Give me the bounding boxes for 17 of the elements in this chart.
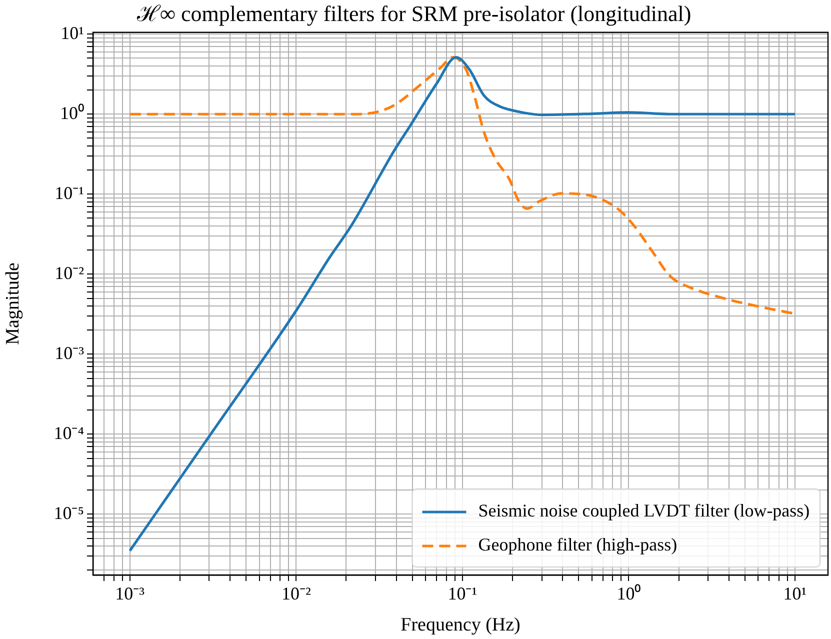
chart-title: ℋ∞ complementary filters for SRM pre-isolator (longitudinal) [136, 0, 692, 26]
y-tick-label: 10⁻⁴ [54, 422, 84, 443]
y-axis-title: Magnitude [2, 262, 24, 345]
x-tick-label: 10⁰ [616, 584, 641, 604]
y-tick-label: 10¹ [60, 22, 84, 43]
x-tick-label: 10⁻³ [115, 584, 146, 604]
y-tick-label: 10⁻² [54, 262, 84, 283]
legend-label: Seismic noise coupled LVDT filter (low-pass) [478, 500, 810, 521]
y-tick-label: 10⁻¹ [54, 182, 84, 203]
x-axis-title: Frequency (Hz) [400, 614, 520, 636]
legend-label: Geophone filter (high-pass) [478, 534, 678, 555]
x-tick-label: 10⁻² [281, 584, 311, 604]
y-tick-label: 10⁻⁵ [54, 502, 84, 523]
y-tick-label: 10⁰ [60, 102, 84, 123]
x-tick-label: 10⁻¹ [448, 584, 478, 604]
x-tick-label: 10¹ [783, 584, 807, 604]
y-tick-label: 10⁻³ [54, 342, 85, 363]
